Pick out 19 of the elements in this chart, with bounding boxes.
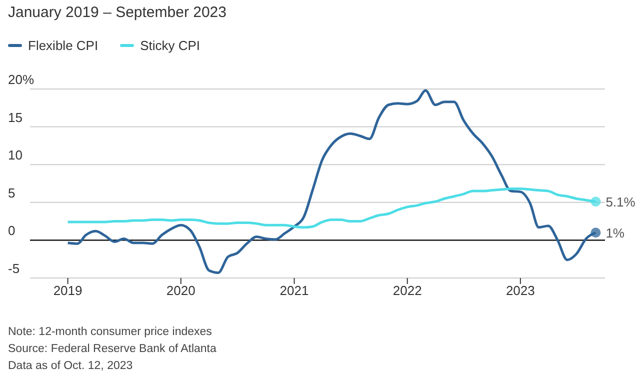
x-tick-label: 2019 (53, 283, 82, 298)
x-tick-label: 2021 (280, 283, 309, 298)
data-label: 1% (606, 226, 625, 241)
chart-title: January 2019 – September 2023 (8, 4, 226, 21)
y-tick-label: 0 (8, 223, 16, 238)
y-tick-label: 5 (8, 185, 16, 200)
data-label: 5.1% (606, 194, 636, 210)
x-tick-label: 2020 (166, 283, 196, 298)
x-tick-label: 2023 (506, 283, 535, 298)
source-note: Source: Federal Reserve Bank of Atlanta (8, 342, 216, 357)
y-tick-label: 20% (8, 72, 34, 87)
y-tick-label: 10 (8, 148, 22, 163)
y-tick-label: -5 (8, 261, 20, 276)
text: Data as of Oct. 12, 2023 (8, 359, 134, 374)
text: Note: 12-month consumer price indexes (8, 325, 213, 340)
x-tick-label: 2022 (392, 283, 422, 298)
legend-label: Flexible CPI (28, 38, 98, 53)
legend-label: Sticky CPI (140, 38, 200, 53)
y-tick-label: 15 (8, 110, 22, 125)
